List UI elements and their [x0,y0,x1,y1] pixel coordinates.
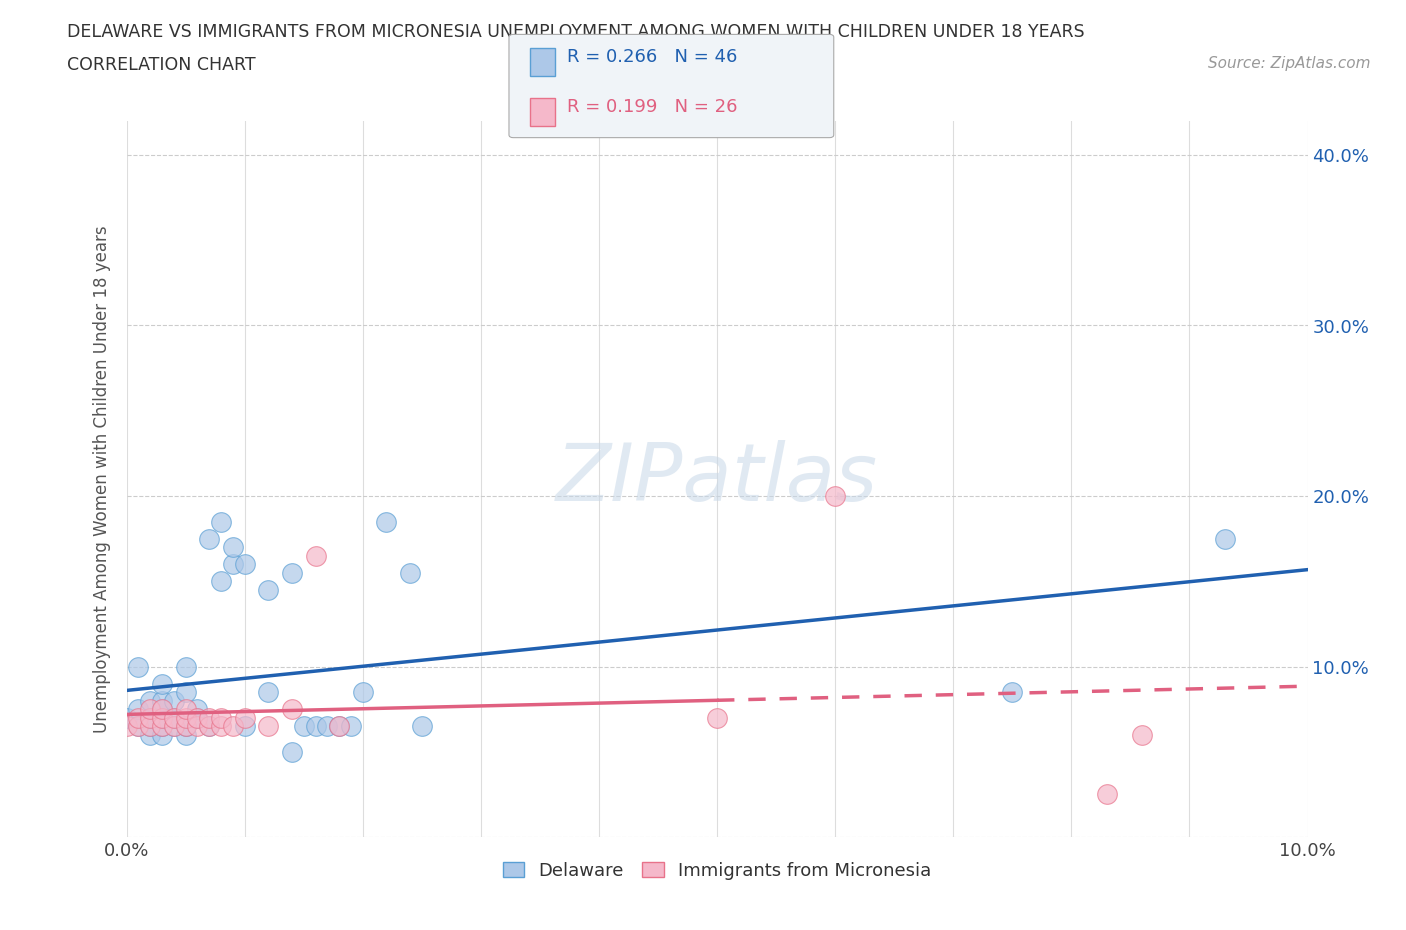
Text: R = 0.199   N = 26: R = 0.199 N = 26 [567,98,737,115]
Y-axis label: Unemployment Among Women with Children Under 18 years: Unemployment Among Women with Children U… [93,225,111,733]
Point [222,539,245,554]
Point [150,702,173,717]
Point [115,719,138,734]
Point [186,711,208,725]
Point [209,711,232,725]
Point [139,693,162,708]
Point [233,557,256,572]
Point [163,711,186,725]
Point [304,719,326,734]
Point [186,719,208,734]
Point [292,719,315,734]
Point [127,719,149,734]
Point [150,711,173,725]
Point [209,514,232,529]
Point [198,531,221,546]
Point [257,684,280,699]
Point [115,711,138,725]
Point [1130,727,1153,742]
Point [328,719,350,734]
Point [127,711,149,725]
Point [174,659,197,674]
Point [1001,684,1024,699]
Point [150,719,173,734]
Point [186,702,208,717]
Point [233,719,256,734]
Point [352,684,374,699]
Point [281,565,304,580]
Point [198,719,221,734]
Point [209,574,232,589]
Point [163,711,186,725]
Point [150,727,173,742]
Text: Source: ZipAtlas.com: Source: ZipAtlas.com [1208,56,1371,71]
Point [150,711,173,725]
Point [186,711,208,725]
Legend: Delaware, Immigrants from Micronesia: Delaware, Immigrants from Micronesia [494,853,941,889]
Point [127,659,149,674]
Point [257,582,280,597]
Point [411,719,433,734]
Text: R = 0.266   N = 46: R = 0.266 N = 46 [567,48,737,66]
Point [174,719,197,734]
Text: DELAWARE VS IMMIGRANTS FROM MICRONESIA UNEMPLOYMENT AMONG WOMEN WITH CHILDREN UN: DELAWARE VS IMMIGRANTS FROM MICRONESIA U… [67,23,1085,41]
Text: ZIPatlas: ZIPatlas [555,440,879,518]
Point [139,727,162,742]
Point [233,711,256,725]
Point [281,702,304,717]
Point [139,711,162,725]
Point [127,719,149,734]
Point [139,702,162,717]
Point [281,744,304,759]
Point [222,719,245,734]
Point [1095,787,1118,802]
Point [139,719,162,734]
Point [163,719,186,734]
Point [222,557,245,572]
Point [163,719,186,734]
Point [209,719,232,734]
Point [304,549,326,564]
Point [174,711,197,725]
Point [174,719,197,734]
Point [139,719,162,734]
Point [174,727,197,742]
Point [139,711,162,725]
Point [706,711,728,725]
Point [150,676,173,691]
Point [399,565,422,580]
Point [127,702,149,717]
Point [174,702,197,717]
Point [316,719,339,734]
Point [375,514,398,529]
Point [198,719,221,734]
Point [150,719,173,734]
Point [824,488,846,503]
Text: CORRELATION CHART: CORRELATION CHART [67,56,256,73]
Point [340,719,363,734]
Point [328,719,350,734]
Point [174,684,197,699]
Point [150,693,173,708]
Point [1213,531,1236,546]
Point [257,719,280,734]
Point [163,693,186,708]
Point [198,711,221,725]
Point [150,702,173,717]
